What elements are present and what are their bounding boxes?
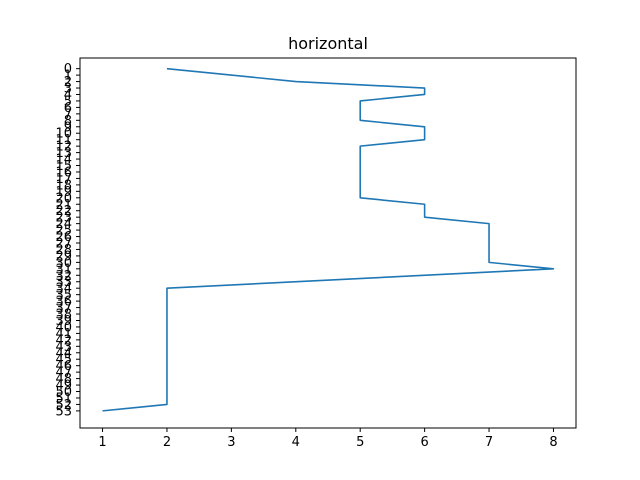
y-tick-label: 48 [55,372,72,387]
y-tick-label: 21 [55,198,72,213]
y-tick-label: 14 [55,153,72,168]
y-tick-label: 3 [64,82,72,97]
y-tick-label: 22 [55,204,72,219]
y-tick-label: 8 [64,114,72,129]
x-tick-label: 4 [292,435,300,450]
y-tick-label: 24 [55,217,72,232]
y-tick-label: 47 [55,366,72,381]
y-tick-label: 34 [55,282,72,297]
plot-frame [79,57,577,429]
y-tick-label: 1 [64,69,72,84]
y-tick-label: 35 [55,288,72,303]
y-tick-label: 40 [55,320,72,335]
y-tick-label: 46 [55,359,72,374]
y-tick-label: 4 [64,88,72,103]
y-tick-label: 33 [55,275,72,290]
y-tick-label: 17 [55,172,72,187]
y-tick-label: 2 [64,75,72,90]
y-tick-label: 30 [55,256,72,271]
y-tick-label: 26 [55,230,72,245]
y-tick-label: 45 [55,353,72,368]
y-tick-label: 6 [64,101,72,116]
chart-title: horizontal [288,34,368,53]
y-tick-label: 11 [55,133,72,148]
y-tick-label: 15 [55,159,72,174]
y-axis: 0123456789101112131415161718192021222324… [55,62,80,419]
x-tick-label: 2 [163,435,171,450]
y-tick-label: 25 [55,224,72,239]
y-tick-label: 19 [55,185,72,200]
x-tick-label: 5 [356,435,364,450]
y-tick-label: 43 [55,340,72,355]
y-tick-label: 53 [55,404,72,419]
y-tick-label: 0 [64,62,72,77]
y-tick-label: 41 [55,327,72,342]
y-tick-label: 32 [55,269,72,284]
y-tick-label: 29 [55,249,72,264]
y-tick-label: 49 [55,379,72,394]
x-axis: 1 2 3 4 5 6 7 8 [98,428,558,450]
y-tick-label: 13 [55,146,72,161]
y-tick-label: 51 [55,391,72,406]
y-tick-label: 27 [55,237,72,252]
y-tick-label: 9 [64,120,72,135]
y-tick-label: 28 [55,243,72,258]
y-tick-label: 31 [55,262,72,277]
y-tick-label: 12 [55,140,72,155]
x-tick-label: 3 [227,435,235,450]
y-tick-label: 52 [55,398,72,413]
y-tick-label: 18 [55,178,72,193]
y-tick-label: 23 [55,211,72,226]
series-line [102,67,555,412]
x-tick-label: 1 [98,435,106,450]
y-tick-label: 38 [55,308,72,323]
y-tick-label: 42 [55,333,72,348]
y-tick-label: 44 [55,346,72,361]
y-tick-label: 10 [55,127,72,142]
y-tick-label: 16 [55,165,72,180]
y-tick-label: 37 [55,301,72,316]
y-tick-label: 5 [64,94,72,109]
x-tick-label: 8 [549,435,557,450]
y-tick-label: 20 [55,191,72,206]
y-tick-label: 39 [55,314,72,329]
y-tick-label: 36 [55,295,72,310]
x-tick-label: 6 [420,435,428,450]
x-tick-label: 7 [485,435,493,450]
y-tick-label: 7 [64,107,72,122]
y-tick-label: 50 [55,385,72,400]
